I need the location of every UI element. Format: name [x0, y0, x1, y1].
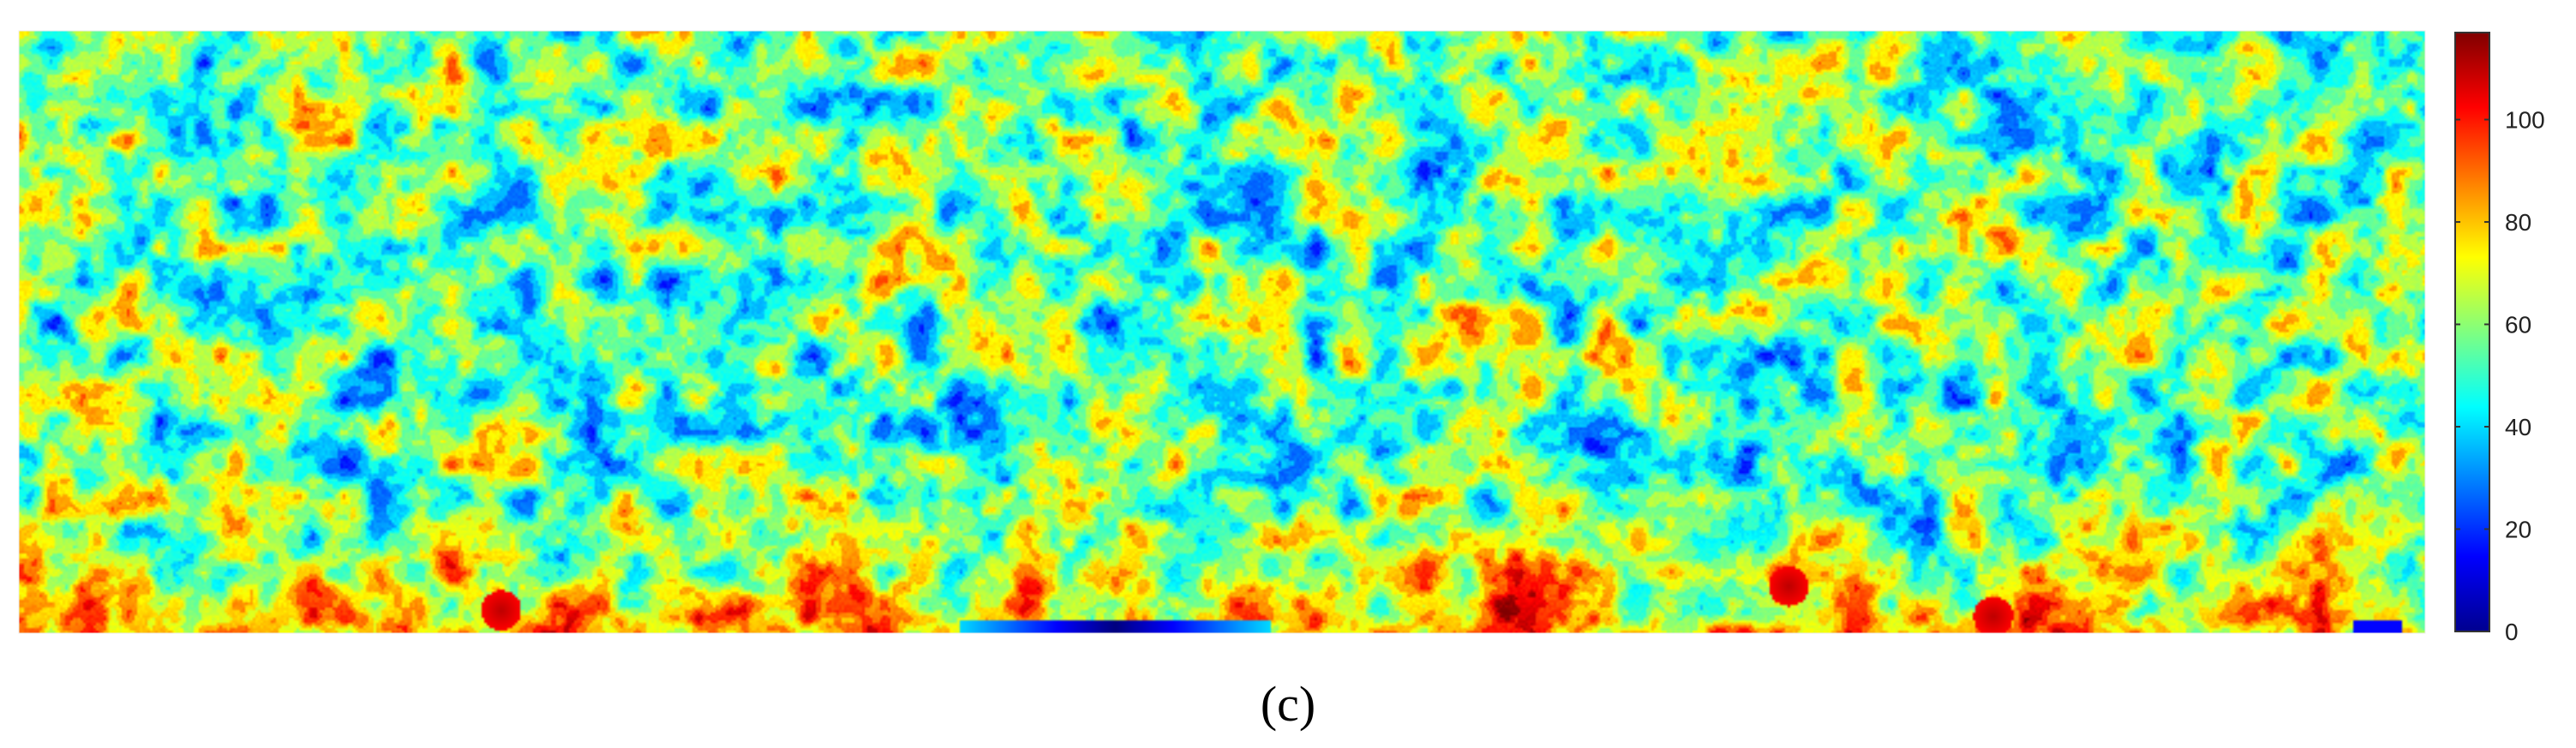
- colorbar: [2454, 32, 2490, 632]
- heatmap-image: [19, 31, 2425, 633]
- colorbar-tick-label: 20: [2505, 517, 2531, 543]
- colorbar-tick-label: 0: [2505, 619, 2519, 645]
- panel-label: (c): [1260, 676, 1316, 732]
- colorbar-ticks: 0 20 40 60 80 100: [2455, 107, 2545, 645]
- colorbar-tick-label: 60: [2505, 312, 2531, 338]
- colorbar-tick-label: 40: [2505, 414, 2531, 440]
- colorbar-tick-label: 80: [2505, 209, 2531, 236]
- heatmap-frame: [18, 30, 2426, 634]
- colorbar-tick-label: 100: [2505, 107, 2545, 134]
